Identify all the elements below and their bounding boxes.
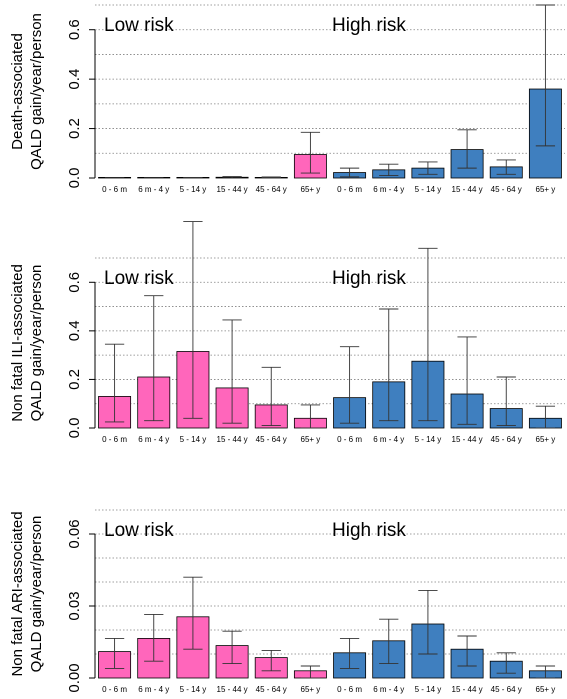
category-label: 5 - 14 y bbox=[415, 435, 442, 444]
category-label: 45 - 64 y bbox=[256, 185, 287, 194]
category-label: 0 - 6 m bbox=[337, 185, 362, 194]
category-label: 6 m - 4 y bbox=[138, 435, 169, 444]
category-label: 6 m - 4 y bbox=[373, 435, 404, 444]
y-tick-label: 0.2 bbox=[66, 118, 83, 139]
category-label: 65+ y bbox=[536, 685, 556, 694]
category-label: 0 - 6 m bbox=[102, 185, 127, 194]
group-label-high-risk: High risk bbox=[332, 268, 406, 289]
y-tick-label: 0.0 bbox=[66, 418, 83, 439]
y-tick-label: 0.6 bbox=[66, 19, 83, 40]
category-label: 45 - 64 y bbox=[256, 435, 287, 444]
category-label: 15 - 44 y bbox=[452, 685, 483, 694]
category-label: 15 - 44 y bbox=[452, 435, 483, 444]
group-label-high-risk: High risk bbox=[332, 15, 406, 36]
y-tick-label: 0.6 bbox=[66, 272, 83, 293]
category-label: 15 - 44 y bbox=[217, 435, 248, 444]
category-label: 15 - 44 y bbox=[217, 185, 248, 194]
category-label: 65+ y bbox=[301, 435, 321, 444]
category-label: 45 - 64 y bbox=[491, 435, 522, 444]
category-label: 15 - 44 y bbox=[452, 185, 483, 194]
group-label-low-risk: Low risk bbox=[104, 15, 174, 36]
category-label: 5 - 14 y bbox=[180, 685, 207, 694]
y-tick-label: 0.2 bbox=[66, 369, 83, 390]
y-tick-label: 0.4 bbox=[66, 69, 83, 90]
category-label: 65+ y bbox=[301, 185, 321, 194]
category-label: 6 m - 4 y bbox=[138, 685, 169, 694]
y-axis-label-line1: Non fatal ILI-associated bbox=[9, 264, 26, 422]
y-axis-label-line2: QALD gain/year/person bbox=[28, 516, 45, 673]
y-axis-label-line2: QALD gain/year/person bbox=[28, 265, 45, 422]
y-axis-label-line1: Death-associated bbox=[9, 33, 26, 150]
category-label: 45 - 64 y bbox=[491, 185, 522, 194]
category-label: 6 m - 4 y bbox=[138, 185, 169, 194]
group-label-high-risk: High risk bbox=[332, 520, 406, 541]
category-label: 0 - 6 m bbox=[102, 435, 127, 444]
category-label: 0 - 6 m bbox=[102, 685, 127, 694]
y-tick-label: 0.00 bbox=[66, 663, 83, 692]
category-label: 45 - 64 y bbox=[491, 685, 522, 694]
y-axis-label-line1: Non fatal ARI-associated bbox=[9, 511, 26, 676]
y-axis-label-line2: QALD gain/year/person bbox=[28, 13, 45, 170]
category-label: 5 - 14 y bbox=[415, 185, 442, 194]
category-label: 5 - 14 y bbox=[180, 185, 207, 194]
category-label: 65+ y bbox=[301, 685, 321, 694]
y-tick-label: 0.0 bbox=[66, 168, 83, 189]
category-label: 6 m - 4 y bbox=[373, 185, 404, 194]
category-label: 15 - 44 y bbox=[217, 685, 248, 694]
category-label: 6 m - 4 y bbox=[373, 685, 404, 694]
category-label: 5 - 14 y bbox=[415, 685, 442, 694]
category-label: 65+ y bbox=[536, 185, 556, 194]
y-tick-label: 0.06 bbox=[66, 519, 83, 548]
group-label-low-risk: Low risk bbox=[104, 268, 174, 289]
y-tick-label: 0.03 bbox=[66, 591, 83, 620]
category-label: 5 - 14 y bbox=[180, 435, 207, 444]
group-label-low-risk: Low risk bbox=[104, 520, 174, 541]
category-label: 65+ y bbox=[536, 435, 556, 444]
category-label: 0 - 6 m bbox=[337, 435, 362, 444]
category-label: 45 - 64 y bbox=[256, 685, 287, 694]
y-tick-label: 0.4 bbox=[66, 320, 83, 341]
category-label: 0 - 6 m bbox=[337, 685, 362, 694]
